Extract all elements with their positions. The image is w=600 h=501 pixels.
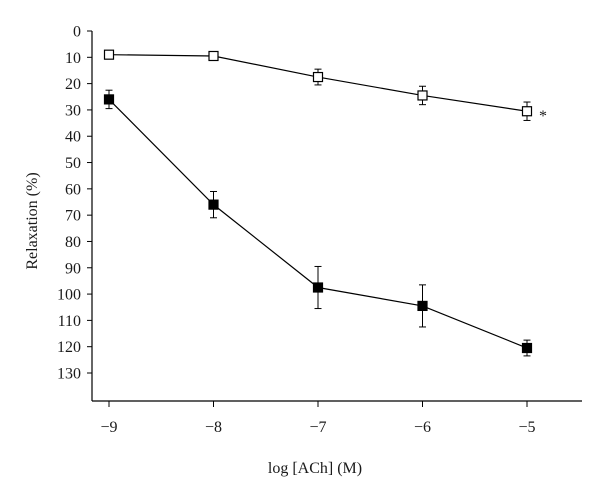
- y-tick-label: 70: [65, 208, 81, 225]
- filled-square-marker: [521, 342, 533, 354]
- x-tick-label: −8: [205, 419, 222, 436]
- filled-square-marker: [208, 199, 219, 210]
- x-tick-label: −5: [518, 419, 535, 436]
- series-line: [108, 98, 528, 349]
- open-square-marker: [103, 49, 115, 60]
- y-axis: 0 10 20 30 40 50 60 70 80 90 100 110 120 130: [57, 24, 93, 401]
- x-tick-label: −6: [414, 419, 431, 436]
- y-tick-label: 40: [65, 129, 81, 146]
- y-axis-title: Relaxation (%): [24, 172, 41, 269]
- filled-square-marker: [417, 300, 428, 312]
- x-tick-label: −7: [309, 419, 326, 436]
- y-tick-label: 30: [65, 102, 81, 119]
- x-axis-title: log [ACh] (M): [268, 460, 362, 477]
- open-square-marker: [521, 106, 533, 117]
- x-axis: −9 −8 −7 −6 −5: [92, 400, 582, 436]
- open-square-marker: [312, 71, 324, 83]
- y-tick-label: 60: [65, 181, 81, 198]
- y-tick-label: 120: [57, 339, 81, 356]
- series-1: [103, 49, 533, 121]
- open-square-marker: [208, 50, 219, 62]
- y-tick-label: 90: [65, 260, 81, 277]
- y-tick-label: 110: [58, 313, 81, 330]
- filled-square-marker: [312, 282, 324, 293]
- y-tick-label: 130: [57, 366, 81, 383]
- open-square-marker: [417, 90, 428, 101]
- y-tick-label: 80: [65, 234, 81, 251]
- y-tick-label: 0: [73, 24, 81, 41]
- y-tick-label: 20: [65, 76, 81, 93]
- y-tick-label: 50: [65, 155, 81, 172]
- significance-asterisk: *: [539, 108, 547, 125]
- y-tick-label: 10: [65, 50, 81, 67]
- filled-square-marker: [103, 94, 115, 105]
- plot-area: *: [103, 49, 547, 357]
- series-2: [103, 89, 533, 357]
- x-tick-label: −9: [100, 419, 117, 436]
- y-tick-label: 100: [57, 287, 81, 304]
